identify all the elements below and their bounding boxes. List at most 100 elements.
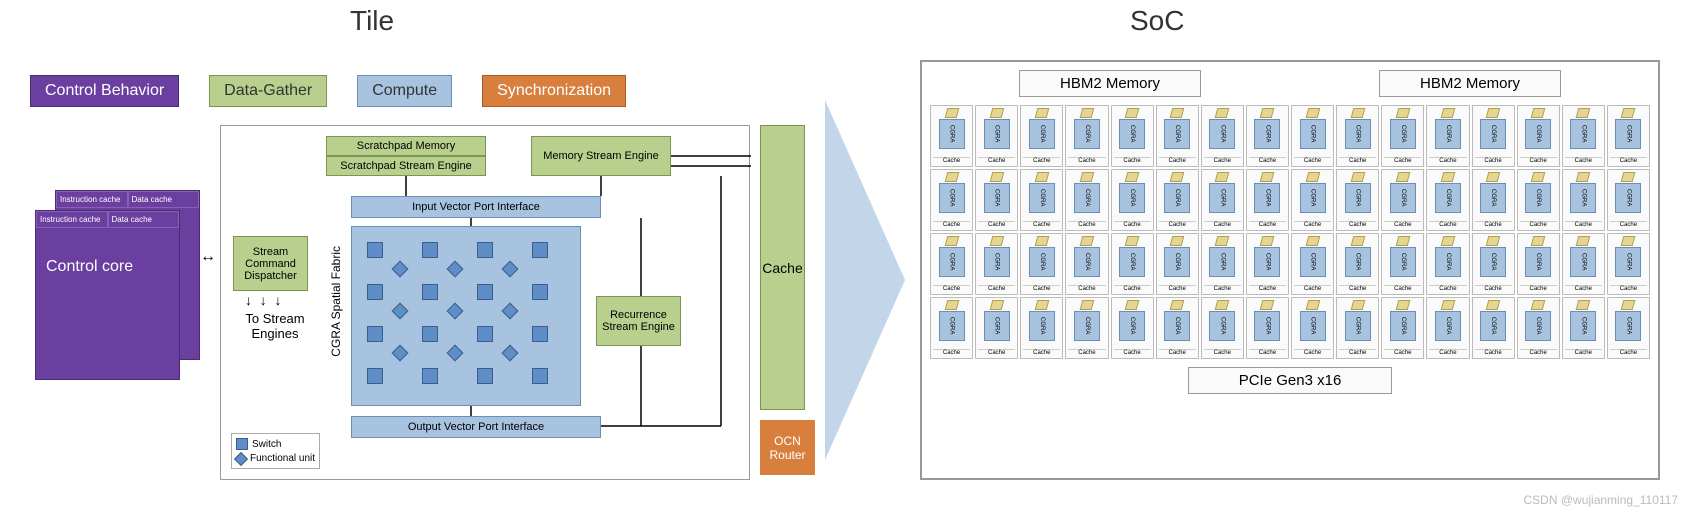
soc-tile-chip-icon bbox=[1350, 172, 1365, 182]
watermark: CSDN @wujianming_110117 bbox=[1524, 493, 1678, 507]
soc-tile-chip-icon bbox=[1125, 300, 1140, 310]
fabric-switch bbox=[422, 326, 438, 342]
soc-tile: CGRACache bbox=[1426, 297, 1469, 359]
ocn-router: OCN Router bbox=[760, 420, 815, 475]
soc-tile-cache: Cache bbox=[1475, 157, 1512, 164]
soc-tile-chip-icon bbox=[1034, 172, 1049, 182]
soc-tile-chip-icon bbox=[1125, 172, 1140, 182]
soc-tile-cgra: CGRA bbox=[1029, 183, 1055, 213]
soc-tile-cache: Cache bbox=[1475, 221, 1512, 228]
fabric-fu bbox=[392, 345, 409, 362]
dispatcher-arrows: ↓ ↓ ↓ bbox=[245, 292, 282, 308]
fabric-switch bbox=[532, 242, 548, 258]
soc-tile: CGRACache bbox=[930, 169, 973, 231]
soc-tile: CGRACache bbox=[930, 233, 973, 295]
fabric-fu bbox=[392, 261, 409, 278]
fabric-fu bbox=[502, 261, 519, 278]
soc-tile-chip-icon bbox=[1080, 300, 1095, 310]
soc-tile: CGRACache bbox=[1020, 105, 1063, 167]
soc-tile-cgra: CGRA bbox=[1209, 311, 1235, 341]
soc-tile-cgra: CGRA bbox=[1480, 183, 1506, 213]
cache-block: Cache bbox=[760, 125, 805, 410]
soc-tile-cache: Cache bbox=[1565, 221, 1602, 228]
soc-tile: CGRACache bbox=[1517, 233, 1560, 295]
soc-tile-chip-icon bbox=[1080, 236, 1095, 246]
soc-tile-cache: Cache bbox=[1249, 349, 1286, 356]
soc-tile: CGRACache bbox=[1246, 297, 1289, 359]
soc-tile-chip-icon bbox=[944, 300, 959, 310]
switch-icon bbox=[236, 438, 248, 450]
soc-tile-chip-icon bbox=[989, 172, 1004, 182]
soc-tile: CGRACache bbox=[1517, 169, 1560, 231]
soc-tile-cgra: CGRA bbox=[1029, 119, 1055, 149]
soc-tile-cache: Cache bbox=[1249, 157, 1286, 164]
fabric-switch bbox=[367, 284, 383, 300]
scratchpad-engine: Scratchpad Stream Engine bbox=[326, 156, 486, 176]
soc-tile: CGRACache bbox=[1381, 105, 1424, 167]
soc-tile: CGRACache bbox=[1336, 169, 1379, 231]
fabric-fu bbox=[447, 303, 464, 320]
soc-tile-cache: Cache bbox=[1610, 285, 1647, 292]
soc-tile-cgra: CGRA bbox=[1390, 119, 1416, 149]
fabric-switch bbox=[367, 368, 383, 384]
soc-tile: CGRACache bbox=[930, 105, 973, 167]
soc-tile-chip-icon bbox=[944, 172, 959, 182]
soc-tile-chip-icon bbox=[1576, 300, 1591, 310]
cgra-fabric bbox=[351, 226, 581, 406]
soc-tile: CGRACache bbox=[1562, 105, 1605, 167]
soc-tile-cgra: CGRA bbox=[1345, 311, 1371, 341]
soc-tile: CGRACache bbox=[1472, 105, 1515, 167]
soc-tile: CGRACache bbox=[1472, 297, 1515, 359]
instr-cache-back: Instruction cache bbox=[56, 191, 128, 208]
soc-tile-chip-icon bbox=[1621, 172, 1636, 182]
soc-tile-cgra: CGRA bbox=[1570, 247, 1596, 277]
soc-tile-cgra: CGRA bbox=[1390, 247, 1416, 277]
soc-tile-chip-icon bbox=[1170, 236, 1185, 246]
soc-tile-chip-icon bbox=[1486, 108, 1501, 118]
soc-tile: CGRACache bbox=[1065, 169, 1108, 231]
soc-tile-cgra: CGRA bbox=[1119, 311, 1145, 341]
soc-tile: CGRACache bbox=[1246, 169, 1289, 231]
soc-tile-cache: Cache bbox=[1294, 157, 1331, 164]
soc-tile: CGRACache bbox=[1426, 169, 1469, 231]
soc-tile-chip-icon bbox=[1531, 172, 1546, 182]
soc-tile-cache: Cache bbox=[933, 349, 970, 356]
soc-tile-chip-icon bbox=[1621, 236, 1636, 246]
soc-tile-cache: Cache bbox=[1114, 157, 1151, 164]
soc-tile-chip-icon bbox=[1531, 108, 1546, 118]
soc-tile-cache: Cache bbox=[1384, 221, 1421, 228]
soc-tile: CGRACache bbox=[1065, 297, 1108, 359]
soc-tile-chip-icon bbox=[1305, 236, 1320, 246]
soc-tile-chip-icon bbox=[1531, 236, 1546, 246]
scratchpad-memory: Scratchpad Memory bbox=[326, 136, 486, 156]
soc-tile: CGRACache bbox=[1201, 233, 1244, 295]
soc-tile-chip-icon bbox=[1215, 108, 1230, 118]
soc-tile-cache: Cache bbox=[1610, 349, 1647, 356]
soc-tile-cgra: CGRA bbox=[1119, 183, 1145, 213]
hbm-left: HBM2 Memory bbox=[1019, 70, 1201, 97]
soc-tile-cache: Cache bbox=[978, 285, 1015, 292]
soc-tile-chip-icon bbox=[1215, 300, 1230, 310]
soc-tile-chip-icon bbox=[1395, 108, 1410, 118]
soc-tile-cgra: CGRA bbox=[1570, 119, 1596, 149]
soc-tile: CGRACache bbox=[1020, 169, 1063, 231]
soc-tile: CGRACache bbox=[1426, 105, 1469, 167]
soc-tile: CGRACache bbox=[1020, 233, 1063, 295]
hbm-right: HBM2 Memory bbox=[1379, 70, 1561, 97]
soc-tile: CGRACache bbox=[1201, 297, 1244, 359]
soc-tile-chip-icon bbox=[1170, 300, 1185, 310]
data-cache-front: Data cache bbox=[108, 211, 180, 228]
soc-tile-cache: Cache bbox=[1204, 285, 1241, 292]
soc-outline: HBM2 Memory HBM2 Memory CGRACacheCGRACac… bbox=[920, 60, 1660, 480]
soc-tile-chip-icon bbox=[1350, 108, 1365, 118]
soc-tile-cache: Cache bbox=[1023, 349, 1060, 356]
soc-tile-cgra: CGRA bbox=[1300, 183, 1326, 213]
soc-tile-cgra: CGRA bbox=[939, 183, 965, 213]
fabric-switch bbox=[367, 326, 383, 342]
legend-gather: Data-Gather bbox=[209, 75, 327, 107]
fabric-switch bbox=[532, 326, 548, 342]
soc-tile-chip-icon bbox=[1125, 108, 1140, 118]
fabric-fu bbox=[447, 261, 464, 278]
soc-tile-chip-icon bbox=[989, 108, 1004, 118]
soc-tile: CGRACache bbox=[1065, 233, 1108, 295]
